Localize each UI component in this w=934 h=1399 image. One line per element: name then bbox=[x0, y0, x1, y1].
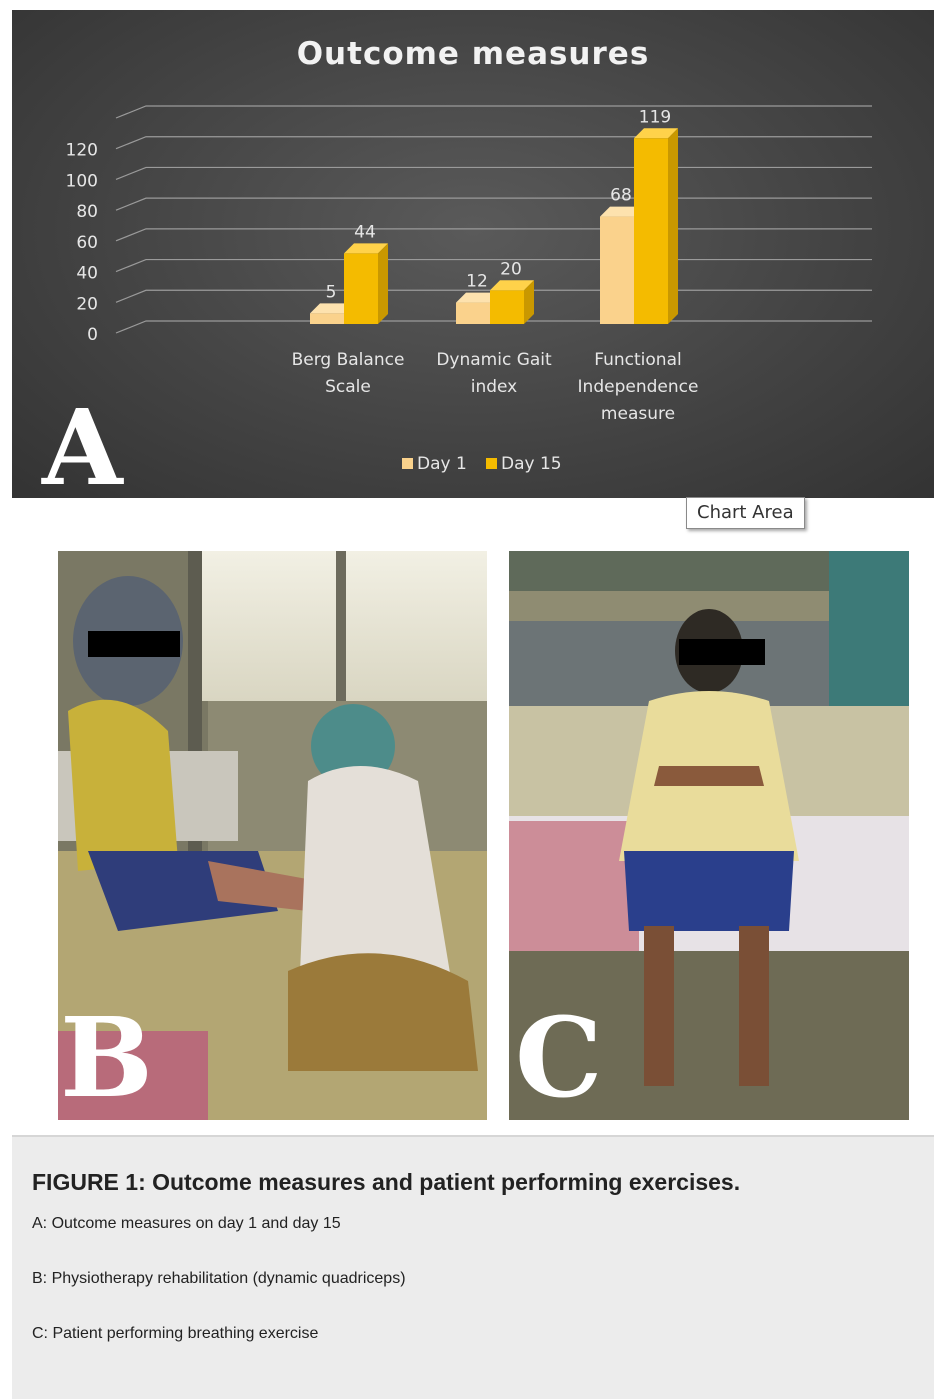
bar-side-face bbox=[378, 243, 388, 324]
figure-caption: FIGURE 1: Outcome measures and patient p… bbox=[12, 1135, 934, 1399]
gridline bbox=[115, 197, 872, 211]
caption-title: FIGURE 1: Outcome measures and patient p… bbox=[32, 1169, 741, 1195]
panel-label-c: C bbox=[515, 993, 603, 1120]
caption-line-c: C: Patient performing breathing exercise bbox=[32, 1325, 319, 1342]
data-label: 5 bbox=[326, 282, 337, 302]
breathing-exercise-photo bbox=[509, 551, 909, 1120]
category-label: Berg Balance bbox=[292, 350, 405, 370]
legend-label: Day 15 bbox=[501, 454, 562, 474]
data-label: 68 bbox=[610, 186, 632, 206]
data-label: 20 bbox=[500, 259, 522, 279]
data-label: 119 bbox=[639, 107, 671, 127]
gridline bbox=[115, 228, 872, 242]
bar-top-face bbox=[344, 243, 388, 254]
caption-line-b: B: Physiotherapy rehabilitation (dynamic… bbox=[32, 1270, 406, 1287]
photo-panel-c: C bbox=[509, 551, 909, 1120]
category-label: index bbox=[471, 377, 518, 397]
y-tick-label: 120 bbox=[66, 141, 98, 161]
chart-area-tooltip: Chart Area bbox=[686, 497, 805, 529]
legend-swatch bbox=[486, 458, 497, 469]
bar-side-face bbox=[524, 280, 534, 324]
chart-panel-a: Outcome measures 0 20 40 60 80 100 120 5 12 68 44 20… bbox=[12, 10, 934, 498]
legend-label: Day 1 bbox=[417, 454, 467, 474]
bar bbox=[634, 138, 668, 324]
bar bbox=[490, 290, 524, 324]
category-label: Dynamic Gait bbox=[436, 350, 552, 370]
bar-side-face bbox=[668, 128, 678, 324]
gridline bbox=[115, 258, 872, 273]
physiotherapy-photo bbox=[58, 551, 487, 1120]
y-tick-label: 20 bbox=[76, 294, 98, 314]
gridline bbox=[115, 166, 872, 180]
y-tick-label: 100 bbox=[66, 171, 98, 191]
y-tick-label: 60 bbox=[76, 233, 98, 253]
chart-title: Outcome measures bbox=[297, 36, 650, 72]
category-label: measure bbox=[601, 404, 675, 424]
y-tick-label: 80 bbox=[76, 202, 98, 222]
bar bbox=[310, 313, 344, 324]
outcome-chart: Outcome measures 0 20 40 60 80 100 120 5 12 68 44 20… bbox=[66, 36, 872, 474]
bar-top-face bbox=[634, 128, 678, 139]
legend-swatch bbox=[402, 458, 413, 469]
bar bbox=[344, 253, 378, 324]
category-label: Functional bbox=[594, 350, 681, 370]
bar-top-face bbox=[310, 303, 354, 314]
gridline bbox=[115, 105, 872, 119]
category-label: Scale bbox=[325, 377, 371, 397]
panel-label-b: B bbox=[60, 993, 153, 1120]
bar-top-face bbox=[600, 206, 644, 217]
bar-top-face bbox=[490, 280, 534, 291]
data-label: 44 bbox=[354, 222, 376, 242]
y-tick-label: 0 bbox=[87, 325, 98, 345]
panel-label-a: A bbox=[42, 386, 123, 499]
bar-top-face bbox=[456, 292, 500, 303]
caption-line-a: A: Outcome measures on day 1 and day 15 bbox=[32, 1215, 341, 1232]
category-label: Independence bbox=[578, 377, 699, 397]
bar bbox=[456, 302, 490, 324]
y-tick-label: 40 bbox=[76, 264, 98, 284]
data-label: 12 bbox=[466, 272, 488, 292]
gridline bbox=[115, 136, 872, 150]
bar bbox=[600, 216, 634, 324]
photo-panel-b: B bbox=[58, 551, 487, 1120]
